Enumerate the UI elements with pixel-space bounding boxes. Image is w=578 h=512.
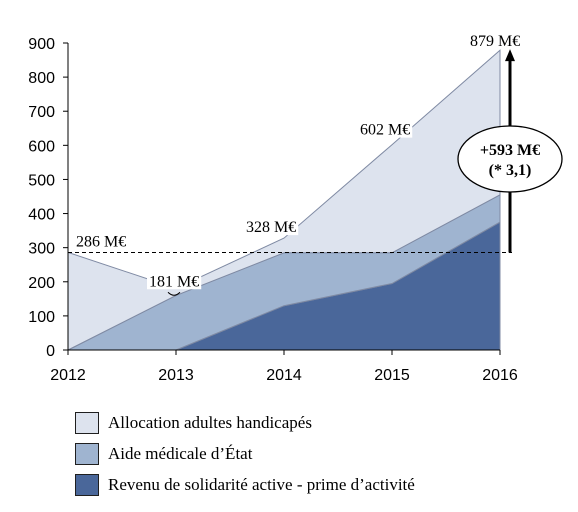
callout-increase: +593 M€	[480, 142, 540, 159]
value-label-2013: 181 M€	[149, 273, 199, 290]
legend-label-rsa: Revenu de solidarité active - prime d’ac…	[108, 475, 415, 494]
legend-label-aah: Allocation adultes handicapés	[108, 413, 312, 432]
x-tick-label: 2016	[482, 367, 518, 384]
x-tick-label: 2013	[158, 367, 194, 384]
y-tick-label: 300	[28, 241, 55, 258]
value-label-2014: 328 M€	[246, 219, 296, 236]
y-tick-label: 900	[28, 36, 55, 53]
x-tick-label: 2015	[374, 367, 410, 384]
value-label-2015: 602 M€	[360, 122, 410, 139]
legend-label-ame: Aide médicale d’État	[108, 444, 253, 463]
y-tick-label: 400	[28, 207, 55, 224]
label-leader-2013	[167, 291, 181, 296]
y-tick-label: 800	[28, 70, 55, 87]
legend-swatch-ame	[75, 443, 99, 465]
legend-item-rsa: Revenu de solidarité active - prime d’ac…	[75, 470, 415, 500]
y-tick-label: 700	[28, 104, 55, 121]
y-tick-label: 0	[46, 343, 55, 360]
legend-item-aah: Allocation adultes handicapés	[75, 408, 415, 438]
value-label-2016: 879 M€	[470, 33, 520, 50]
callout-bubble	[457, 125, 563, 193]
y-tick-label: 100	[28, 309, 55, 326]
value-label-2012: 286 M€	[76, 233, 126, 250]
y-tick-label: 500	[28, 172, 55, 189]
legend-swatch-aah	[75, 412, 99, 434]
stacked-area-chart: 0 100 200 300 400 500 600 700 800 900 2012 2013 2014…	[28, 33, 563, 384]
area-series-2	[67, 49, 501, 351]
x-tick-label: 2012	[50, 367, 86, 384]
x-tick-label: 2014	[266, 367, 302, 384]
increase-arrow-head	[505, 49, 515, 62]
y-tick-label: 600	[28, 138, 55, 155]
callout-multiplier: (* 3,1)	[489, 162, 532, 179]
legend-item-ame: Aide médicale d’État	[75, 439, 415, 469]
y-tick-label: 200	[28, 275, 55, 292]
legend-swatch-rsa	[75, 474, 99, 496]
legend: Allocation adultes handicapés Aide médic…	[75, 408, 415, 501]
